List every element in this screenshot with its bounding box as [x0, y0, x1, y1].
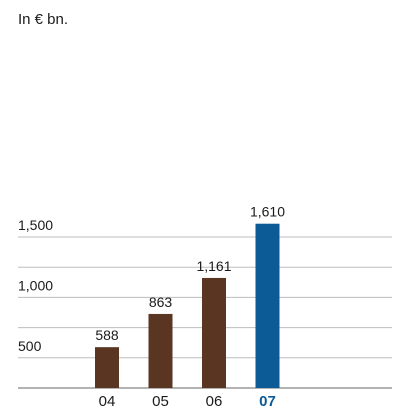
bar-value-label: 863 [149, 294, 173, 310]
y-tick-label: 1,500 [18, 217, 53, 233]
bar-value-label: 1,610 [250, 204, 285, 220]
y-tick-label: 500 [18, 338, 42, 354]
y-tick-label: 1,000 [18, 277, 53, 293]
x-tick-label: 05 [152, 393, 169, 410]
bar-value-label: 588 [95, 327, 119, 343]
x-tick-label: 04 [99, 393, 116, 410]
bar-04 [95, 347, 119, 388]
x-tick-label: 06 [206, 393, 223, 410]
bar-value-label: 1,161 [196, 258, 231, 274]
bar-07 [255, 223, 280, 388]
x-tick-label: 07 [259, 393, 276, 410]
unit-label: In € bn. [18, 11, 69, 28]
bar-06 [202, 277, 226, 388]
bar-05 [148, 313, 173, 388]
